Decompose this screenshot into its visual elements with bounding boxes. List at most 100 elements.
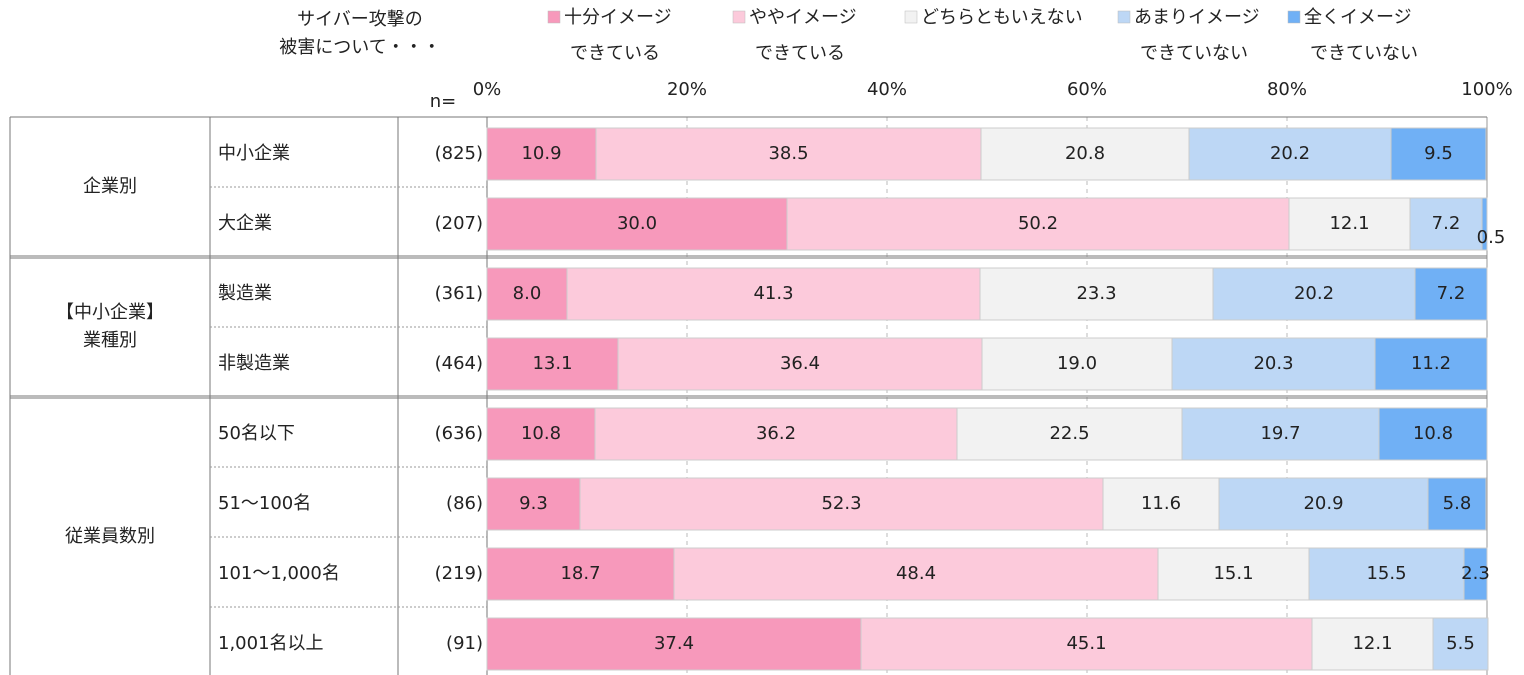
n-label: (464) [435,353,483,374]
value-label: 50.2 [1018,213,1058,234]
x-tick-label: 60% [1067,79,1107,100]
value-label: 11.2 [1411,353,1451,374]
value-label: 0.5 [1477,227,1506,248]
category-label: 1,001名以上 [218,633,324,654]
bar-segment [566,267,981,321]
legend-label: 全くイメージできていない [1304,7,1418,64]
x-tick-label: 80% [1267,79,1307,100]
bar-segment [980,127,1190,181]
value-label: 10.8 [1413,423,1453,444]
n-label: (86) [446,493,483,514]
value-label: 8.0 [513,283,542,304]
value-label: 12.1 [1352,633,1392,654]
value-label: 19.7 [1260,423,1300,444]
value-label: 9.5 [1424,143,1453,164]
value-label: 36.2 [756,423,796,444]
x-tick-label: 0% [473,79,502,100]
category-label: 50名以下 [218,423,295,444]
value-label: 37.4 [654,633,694,654]
bar-segment [1432,617,1489,671]
value-label: 20.9 [1303,493,1343,514]
value-label: 23.3 [1076,283,1116,304]
n-label: (91) [446,633,483,654]
value-label: 15.1 [1213,563,1253,584]
value-label: 30.0 [617,213,657,234]
n-label: (825) [435,143,483,164]
bar-segment [486,477,581,531]
bar-segment [486,127,597,181]
n-header: n= [430,91,457,112]
category-label: 101～1,000名 [218,563,340,584]
bar-segment [1188,127,1392,181]
bar-segment [486,337,619,391]
bar-segment [486,267,568,321]
value-label: 9.3 [519,493,548,514]
value-label: 7.2 [1432,213,1461,234]
legend-swatch [732,10,746,24]
value-label: 2.3 [1461,563,1490,584]
bar-segment [1157,547,1310,601]
legend-label: どちらともいえない [921,7,1083,28]
n-label: (219) [435,563,483,584]
value-label: 19.0 [1057,353,1097,374]
value-label: 7.2 [1437,283,1466,304]
chart-title: サイバー攻撃の被害について・・・ [279,9,440,58]
bar-segment [1171,337,1376,391]
value-label: 12.1 [1329,213,1369,234]
category-label: 51～100名 [218,493,311,514]
category-label: 中小企業 [218,143,290,164]
x-tick-label: 100% [1461,79,1512,100]
legend-swatch [547,10,561,24]
group-label: 【中小企業】業種別 [56,302,164,351]
category-label: 非製造業 [218,353,290,374]
bar-segment [486,197,788,251]
value-label: 52.3 [821,493,861,514]
bar-segment [1212,267,1416,321]
bar-segment [486,617,862,671]
bar-segment [1427,477,1487,531]
bar-segment [486,407,596,461]
value-label: 10.9 [521,143,561,164]
value-label: 41.3 [753,283,793,304]
bar-segment [1463,547,1488,601]
value-label: 45.1 [1066,633,1106,654]
value-label: 10.8 [521,423,561,444]
bar-segment [1378,407,1488,461]
group-label: 従業員数別 [65,526,155,547]
bar-segment [1414,267,1488,321]
x-tick-label: 40% [867,79,907,100]
value-label: 36.4 [780,353,820,374]
value-label: 15.5 [1366,563,1406,584]
n-label: (207) [435,213,483,234]
value-label: 20.3 [1253,353,1293,374]
bar-segment [1288,197,1411,251]
legend-label: あまりイメージできていない [1134,7,1260,64]
bar-segment [1390,127,1487,181]
legend-swatch [1117,10,1131,24]
bar-segment [1374,337,1488,391]
bar-segment [981,337,1173,391]
bar-segment [1218,477,1429,531]
bar-segment [1181,407,1380,461]
category-label: 製造業 [218,283,272,304]
value-label: 38.5 [768,143,808,164]
value-label: 48.4 [896,563,936,584]
value-label: 13.1 [532,353,572,374]
x-tick-label: 20% [667,79,707,100]
bar-segment [1481,197,1488,251]
value-label: 5.8 [1443,493,1472,514]
value-label: 20.8 [1065,143,1105,164]
group-label: 企業別 [83,176,137,197]
n-label: (361) [435,283,483,304]
n-label: (636) [435,423,483,444]
value-label: 11.6 [1141,493,1181,514]
legend-swatch [1287,10,1301,24]
legend-label: 十分イメージできている [564,7,672,64]
bar-segment [979,267,1214,321]
value-label: 5.5 [1446,633,1475,654]
legend-swatch [904,10,918,24]
value-label: 18.7 [560,563,600,584]
bar-segment [1102,477,1220,531]
legend-label: ややイメージできている [749,7,857,64]
